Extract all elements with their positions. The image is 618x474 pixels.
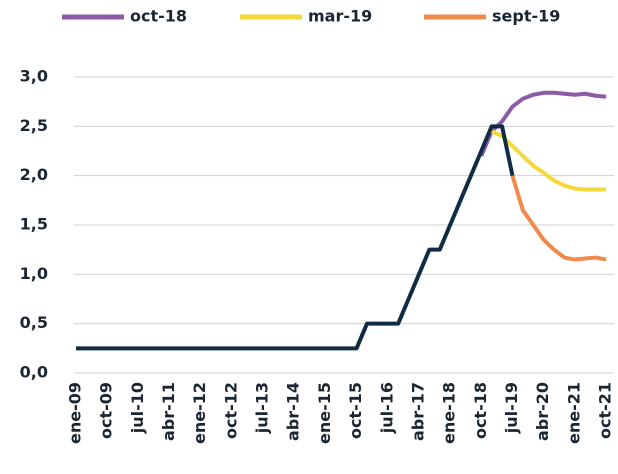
legend-label: sept-19 <box>492 7 560 26</box>
x-tick-label: oct-09 <box>97 382 116 439</box>
series-line <box>479 90 607 157</box>
x-tick-label: oct-18 <box>471 382 490 439</box>
series-line <box>76 124 515 351</box>
x-tick-label: jul-10 <box>128 382 147 434</box>
y-tick-label: 2,0 <box>20 165 48 184</box>
y-tick-label: 1,5 <box>20 215 48 234</box>
y-tick-label: 1,0 <box>20 264 48 283</box>
series-line <box>510 175 607 262</box>
y-tick-label: 2,5 <box>20 116 48 135</box>
x-tick-label: oct-12 <box>221 382 240 439</box>
x-tick-label: oct-21 <box>596 382 615 439</box>
x-tick-label: ene-09 <box>66 382 85 444</box>
x-tick-label: ene-12 <box>190 382 209 444</box>
x-tick-label: jul-13 <box>253 382 272 434</box>
x-tick-label: ene-18 <box>440 382 459 444</box>
legend-label: oct-18 <box>130 7 187 26</box>
x-tick-label: ene-15 <box>315 382 334 444</box>
y-tick-label: 3,0 <box>20 67 48 86</box>
x-tick-label: jul-19 <box>502 382 521 434</box>
x-tick-label: oct-15 <box>346 382 365 439</box>
x-tick-label: abr-17 <box>408 382 427 441</box>
x-tick-label: jul-16 <box>377 382 396 434</box>
x-tick-label: ene-21 <box>564 382 583 444</box>
x-tick-label: abr-14 <box>284 382 303 441</box>
legend-label: mar-19 <box>308 7 372 26</box>
series-line <box>490 129 606 192</box>
x-tick-label: abr-11 <box>159 382 178 441</box>
x-tick-label: abr-20 <box>533 382 552 441</box>
y-tick-label: 0,0 <box>20 363 48 382</box>
y-tick-label: 0,5 <box>20 313 48 332</box>
